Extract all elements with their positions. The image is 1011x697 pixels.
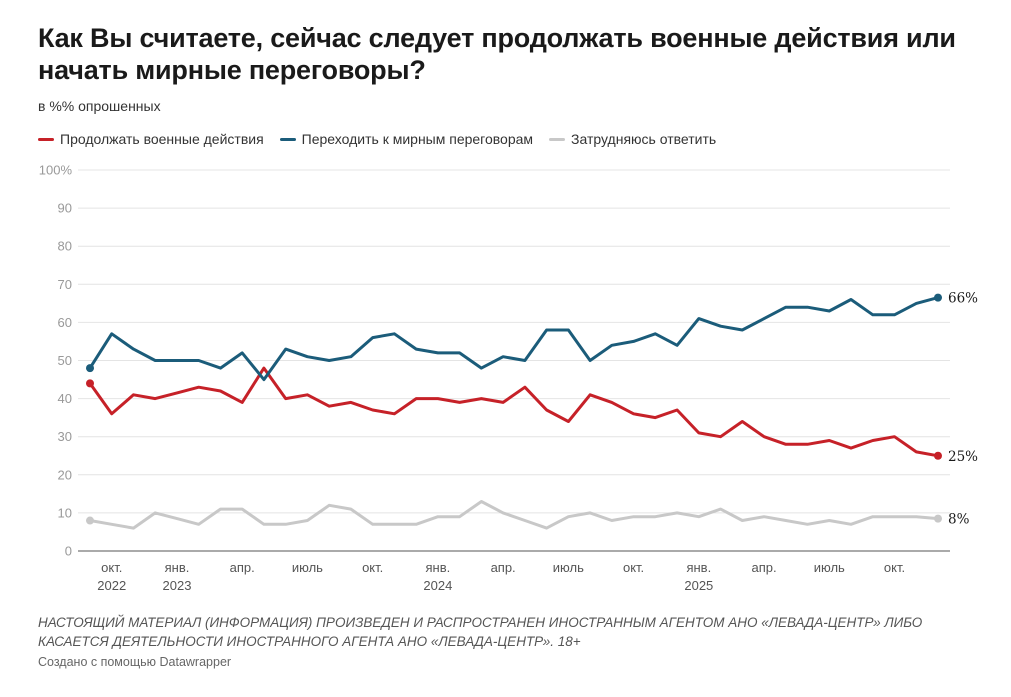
y-tick-label: 100%: [39, 163, 73, 178]
y-tick-label: 20: [58, 467, 72, 482]
series-end-point: [934, 293, 942, 302]
x-tick-label: янв.: [686, 560, 711, 575]
legend-label-negotiate: Переходить к мирным переговорам: [301, 131, 534, 147]
x-tick-label: апр.: [751, 560, 776, 575]
series-end-point: [934, 514, 942, 523]
x-tick-label: июль: [814, 560, 845, 575]
y-tick-label: 40: [58, 391, 72, 406]
x-tick-label: окт.: [101, 560, 122, 575]
x-tick-label: янв.: [165, 560, 190, 575]
y-tick-label: 90: [58, 201, 72, 216]
legend-item-continue: Продолжать военные действия: [38, 131, 264, 147]
legend-item-negotiate: Переходить к мирным переговорам: [279, 131, 534, 147]
chart-notes: НАСТОЯЩИЙ МАТЕРИАЛ (ИНФОРМАЦИЯ) ПРОИЗВЕД…: [38, 615, 923, 649]
x-tick-label: окт.: [623, 560, 644, 575]
legend: Продолжать военные действия Переходить к…: [38, 131, 732, 147]
x-tick-label: апр.: [491, 560, 516, 575]
x-tick-label: апр.: [230, 560, 255, 575]
y-tick-label: 30: [58, 429, 72, 444]
series-end-label: 25%: [948, 449, 978, 465]
legend-label-continue: Продолжать военные действия: [60, 131, 264, 147]
x-tick-label: 2024: [423, 578, 452, 593]
series-line: [88, 366, 940, 458]
x-tick-label: янв.: [426, 560, 451, 575]
legend-swatch-continue: [38, 137, 54, 141]
x-tick-label: июль: [292, 560, 323, 575]
series-start-point: [86, 364, 94, 373]
y-tick-label: 10: [58, 505, 72, 520]
legend-label-undecided: Затрудняюсь ответить: [571, 131, 717, 147]
x-tick-label: 2022: [97, 578, 126, 593]
series-start-point: [86, 516, 94, 525]
series-end-point: [934, 451, 942, 460]
y-tick-label: 0: [65, 544, 72, 559]
legend-swatch-negotiate: [279, 137, 296, 141]
chart-title: Как Вы считаете, сейчас следует продолжа…: [38, 23, 956, 85]
chart-byline: Создано с помощью Datawrapper: [38, 655, 232, 669]
chart-subtitle: в %% опрошенных: [38, 98, 161, 114]
x-tick-label: 2025: [684, 578, 713, 593]
series-start-point: [86, 379, 94, 388]
series-end-label: 66%: [948, 291, 978, 307]
series-line: [88, 500, 940, 530]
y-tick-label: 60: [58, 315, 72, 330]
y-tick-label: 70: [58, 277, 72, 292]
x-tick-label: июль: [553, 560, 584, 575]
x-tick-label: 2023: [163, 578, 192, 593]
x-tick-label: окт.: [884, 560, 905, 575]
x-tick-label: окт.: [362, 560, 383, 575]
y-tick-label: 50: [58, 353, 72, 368]
y-tick-label: 80: [58, 239, 72, 254]
legend-item-undecided: Затрудняюсь ответить: [549, 131, 716, 147]
series-end-label: 8%: [948, 512, 970, 528]
legend-swatch-undecided: [549, 137, 566, 141]
series-line: [88, 296, 940, 382]
